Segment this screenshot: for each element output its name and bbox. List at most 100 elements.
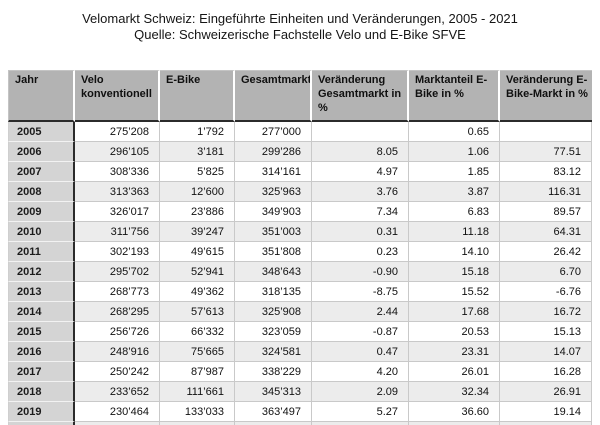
column-header-veraenderung-ebike-markt: Veränderung E-Bike-Markt in % — [500, 70, 592, 123]
value-cell: -8.75 — [312, 282, 409, 303]
value-cell: 4.20 — [312, 362, 409, 383]
value-cell: 314’161 — [235, 162, 312, 183]
value-cell: 12’600 — [160, 182, 235, 203]
year-cell: 2013 — [8, 282, 75, 303]
column-header-veraenderung-gesamtmarkt: Veränderung Gesamtmarkt in % — [312, 70, 409, 123]
value-cell: 311’756 — [75, 222, 160, 243]
value-cell: 323’059 — [235, 322, 312, 343]
value-cell: 3.76 — [312, 182, 409, 203]
value-cell — [312, 122, 409, 143]
value-cell: 2.09 — [312, 382, 409, 403]
value-cell: 5’825 — [160, 162, 235, 183]
table-row: 2017 250’242 87’987 338’229 4.20 26.01 16.28 — [8, 362, 592, 383]
value-cell: 14.10 — [409, 242, 500, 263]
value-cell: 3.87 — [409, 182, 500, 203]
value-cell: 325’908 — [235, 302, 312, 323]
table-row: 2007 308’336 5’825 314’161 4.97 1.85 83.12 — [8, 162, 592, 183]
value-cell: 15.13 — [500, 322, 592, 343]
value-cell: 233’652 — [75, 382, 160, 403]
value-cell: -0.87 — [312, 322, 409, 343]
value-cell: 36.60 — [409, 402, 500, 423]
value-cell: 32.34 — [409, 382, 500, 403]
value-cell: 75’665 — [160, 342, 235, 363]
value-cell: 345’313 — [235, 382, 312, 403]
value-cell: 4.97 — [312, 162, 409, 183]
table-row: 2010 311’756 39’247 351’003 0.31 11.18 64.31 — [8, 222, 592, 243]
year-cell: 2010 — [8, 222, 75, 243]
table-row: 2011 302’193 49’615 351’808 0.23 14.10 26.42 — [8, 242, 592, 263]
value-cell: 17.68 — [409, 302, 500, 323]
velomarkt-table: Jahr Velo konventionell E-Bike Gesamtmar… — [8, 70, 592, 425]
value-cell: 1’792 — [160, 122, 235, 143]
value-cell: 363’497 — [235, 402, 312, 423]
value-cell: 39’247 — [160, 222, 235, 243]
column-header-ebike: E-Bike — [160, 70, 235, 123]
value-cell: 0.65 — [409, 122, 500, 143]
value-cell: 8.05 — [312, 142, 409, 163]
value-cell: 0.31 — [312, 222, 409, 243]
column-header-jahr: Jahr — [8, 70, 75, 123]
table-row: 2013 268’773 49’362 318’135 -8.75 15.52 -6.76 — [8, 282, 592, 303]
table-row: 2020330’696171’132501’82838.0634.1028.64 — [8, 422, 592, 425]
table-row: 2015 256’726 66’332 323’059 -0.87 20.53 15.13 — [8, 322, 592, 343]
value-cell: 26.42 — [500, 242, 592, 263]
year-cell: 2020 — [8, 422, 75, 425]
value-cell: 299’286 — [235, 142, 312, 163]
value-cell: 256’726 — [75, 322, 160, 343]
value-cell: 349’903 — [235, 202, 312, 223]
year-cell: 2016 — [8, 342, 75, 363]
year-cell: 2015 — [8, 322, 75, 343]
value-cell: 116.31 — [500, 182, 592, 203]
value-cell: 15.52 — [409, 282, 500, 303]
value-cell: 77.51 — [500, 142, 592, 163]
year-cell: 2018 — [8, 382, 75, 403]
value-cell: 15.18 — [409, 262, 500, 283]
value-cell: 338’229 — [235, 362, 312, 383]
value-cell: 302’193 — [75, 242, 160, 263]
value-cell: 324’581 — [235, 342, 312, 363]
value-cell: 1.06 — [409, 142, 500, 163]
value-cell: 0.47 — [312, 342, 409, 363]
table-row: 2014 268’295 57’613 325’908 2.44 17.68 16.72 — [8, 302, 592, 323]
value-cell: 23’886 — [160, 202, 235, 223]
value-cell: 348’643 — [235, 262, 312, 283]
value-cell: 501’828 — [235, 422, 312, 425]
year-cell: 2012 — [8, 262, 75, 283]
value-cell: 330’696 — [75, 422, 160, 425]
value-cell: 49’362 — [160, 282, 235, 303]
value-cell: 250’242 — [75, 362, 160, 383]
value-cell: 57’613 — [160, 302, 235, 323]
value-cell: 34.10 — [409, 422, 500, 425]
table-header: Jahr Velo konventionell E-Bike Gesamtmar… — [8, 70, 592, 123]
value-cell: -0.90 — [312, 262, 409, 283]
value-cell: 111’661 — [160, 382, 235, 403]
value-cell: 230’464 — [75, 402, 160, 423]
value-cell: 0.23 — [312, 242, 409, 263]
value-cell: 83.12 — [500, 162, 592, 183]
year-cell: 2017 — [8, 362, 75, 383]
value-cell: 133’033 — [160, 402, 235, 423]
value-cell: 308’336 — [75, 162, 160, 183]
value-cell: 6.83 — [409, 202, 500, 223]
table-row: 2006 296’105 3’181 299’286 8.05 1.06 77.51 — [8, 142, 592, 163]
value-cell: 52’941 — [160, 262, 235, 283]
year-cell: 2008 — [8, 182, 75, 203]
table-row: 2016 248’916 75’665 324’581 0.47 23.31 14.07 — [8, 342, 592, 363]
value-cell: 49’615 — [160, 242, 235, 263]
value-cell: 3’181 — [160, 142, 235, 163]
value-cell: 268’773 — [75, 282, 160, 303]
year-cell: 2019 — [8, 402, 75, 423]
value-cell: 26.91 — [500, 382, 592, 403]
value-cell: 89.57 — [500, 202, 592, 223]
value-cell: 351’808 — [235, 242, 312, 263]
year-cell: 2005 — [8, 122, 75, 143]
value-cell: 2.44 — [312, 302, 409, 323]
value-cell: 277’000 — [235, 122, 312, 143]
value-cell: 248’916 — [75, 342, 160, 363]
value-cell: 26.01 — [409, 362, 500, 383]
value-cell: 171’132 — [160, 422, 235, 425]
value-cell: 268’295 — [75, 302, 160, 323]
value-cell: -6.76 — [500, 282, 592, 303]
value-cell: 7.34 — [312, 202, 409, 223]
value-cell: 6.70 — [500, 262, 592, 283]
